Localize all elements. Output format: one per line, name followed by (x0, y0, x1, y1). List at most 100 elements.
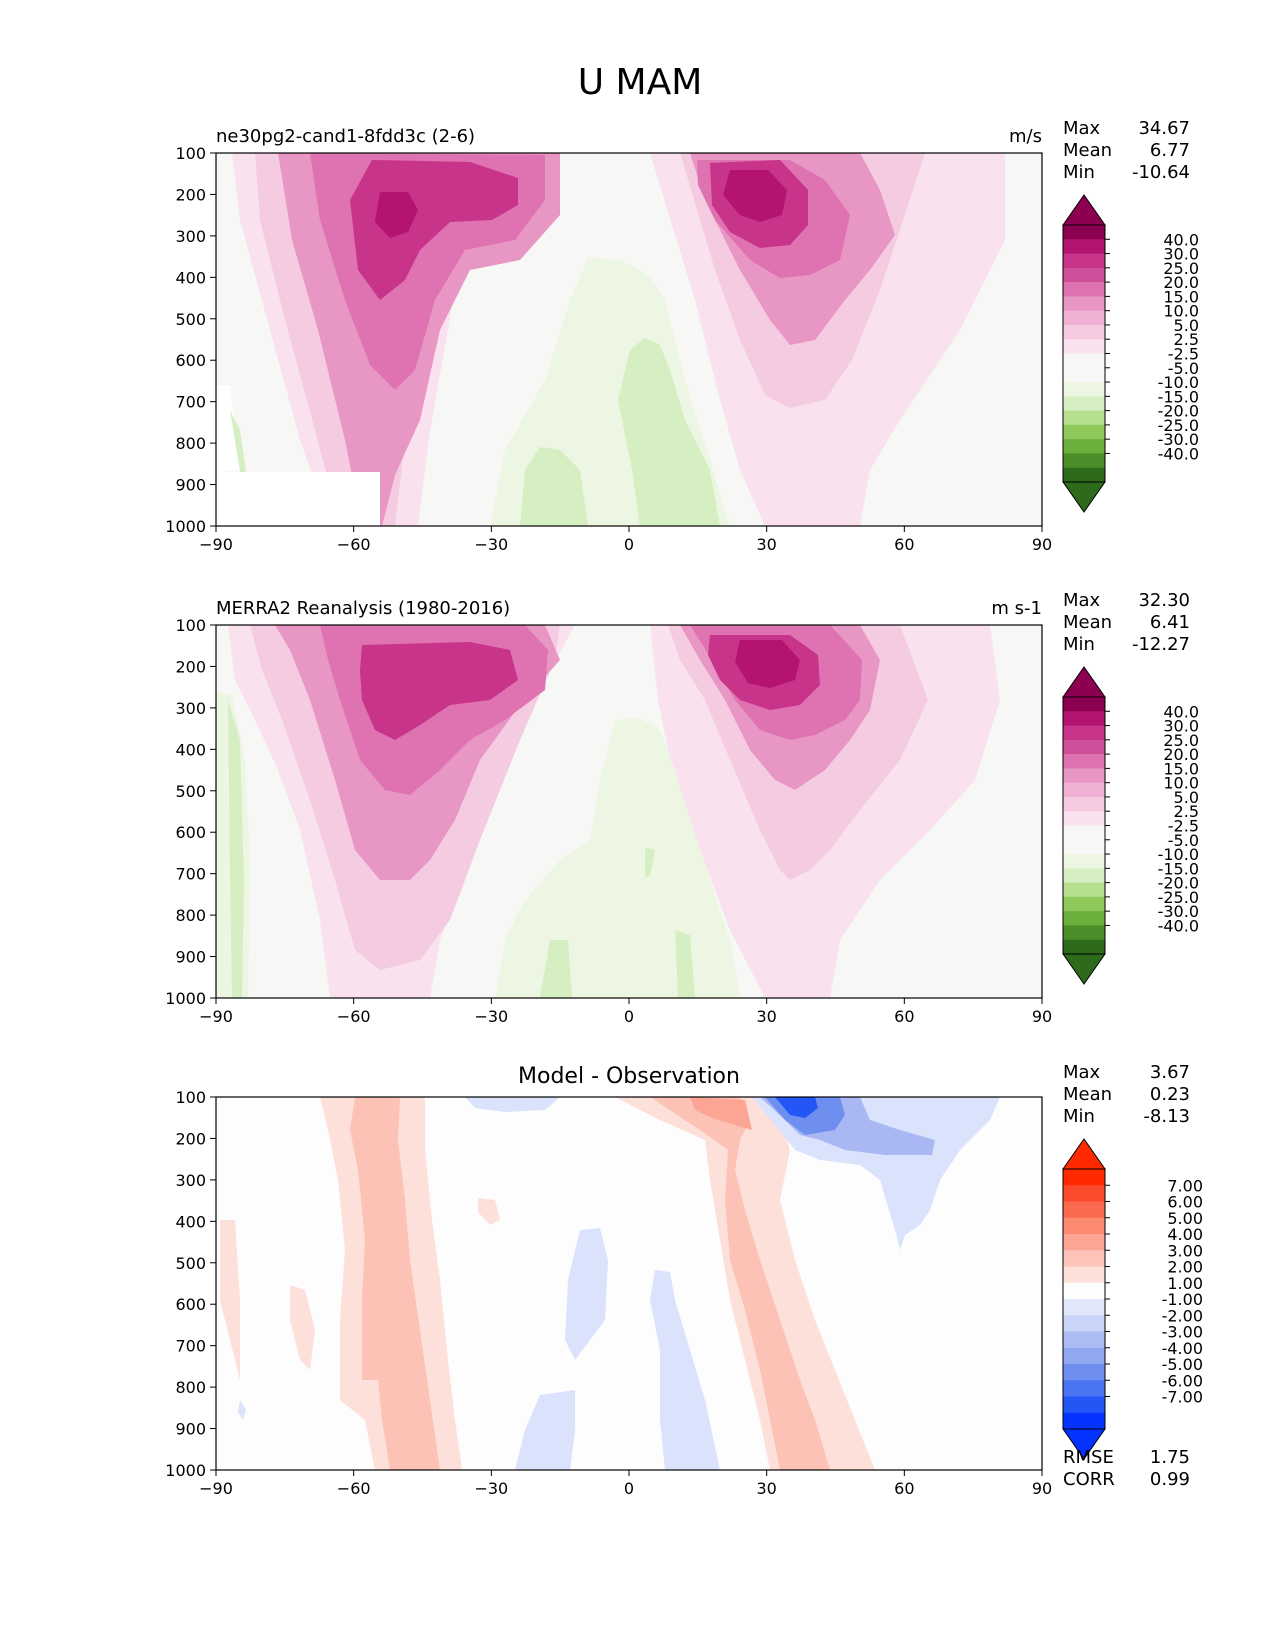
colorbar-segment (1063, 811, 1105, 827)
colorbar-label: -4.00 (1162, 1339, 1203, 1358)
colorbar-extend-min (1062, 953, 1106, 985)
x-tick-label: −90 (199, 1007, 233, 1026)
high-lat-easterly (230, 410, 246, 472)
colorbar-label: -40.0 (1158, 916, 1199, 935)
x-tick-label: 90 (1032, 1007, 1052, 1026)
panel-obs-y-axis: 100 200 300 400 500 600 700 800 900 1000 (165, 616, 216, 1008)
panel-diff-field (216, 1097, 1042, 1470)
stat-value: -10.64 (1132, 162, 1190, 183)
y-tick-label: 100 (175, 144, 206, 163)
topography-mask (216, 472, 380, 526)
subtropical-negative-3 (515, 1390, 575, 1470)
x-tick-label: 30 (756, 535, 776, 554)
colorbar-label: 2.5 (1174, 330, 1199, 349)
colorbar-label: -10.0 (1158, 845, 1199, 864)
colorbar-extend-max (1062, 1138, 1106, 1170)
colorbar-extend-min (1062, 481, 1106, 513)
x-tick-label: 90 (1032, 1479, 1052, 1498)
colorbar-segment (1063, 1250, 1105, 1268)
stat-value: -12.27 (1132, 634, 1190, 655)
stat-label: Min (1063, 1106, 1095, 1127)
stat-label: Mean (1063, 1084, 1112, 1105)
panel-diff-metrics: RMSE 1.75 CORR 0.99 (1063, 1447, 1190, 1490)
metric-label: CORR (1063, 1469, 1115, 1490)
colorbar-segment (1063, 882, 1105, 898)
colorbar-segment (1063, 1364, 1105, 1381)
x-tick-label: −90 (199, 1479, 233, 1498)
colorbar-segment (1063, 825, 1105, 841)
x-tick-label: 90 (1032, 535, 1052, 554)
x-tick-label: 30 (756, 1007, 776, 1026)
colorbar-segment (1063, 1234, 1105, 1251)
colorbar-label: -2.00 (1162, 1306, 1203, 1325)
y-tick-label: 300 (175, 227, 206, 246)
panel-model-x-axis: −90 −60 −30 0 30 60 90 (199, 526, 1052, 554)
colorbar-segment (1063, 267, 1105, 283)
y-tick-label: 100 (175, 1088, 206, 1107)
colorbar-label: -1.00 (1162, 1290, 1203, 1309)
stat-value: 34.67 (1138, 118, 1190, 139)
panel-model-y-axis: 100 200 300 400 500 600 700 800 900 1000 (165, 144, 216, 536)
tropical-easterly-level-2b (675, 930, 695, 998)
y-tick-label: 600 (175, 823, 206, 842)
colorbar-extend-max (1062, 194, 1106, 226)
colorbar-label: 5.0 (1174, 788, 1199, 807)
stat-label: Min (1063, 634, 1095, 655)
colorbar-segment (1063, 854, 1105, 869)
colorbar-label: -5.0 (1168, 359, 1199, 378)
y-tick-label: 600 (175, 351, 206, 370)
stat-value: 0.23 (1150, 1084, 1190, 1105)
stat-value: 32.30 (1138, 590, 1190, 611)
panel-diff-stats: Max 3.67 Mean 0.23 Min -8.13 (1063, 1062, 1190, 1127)
x-tick-label: 0 (624, 535, 634, 554)
sh-jet-core (375, 192, 418, 238)
colorbar-segment (1063, 324, 1105, 340)
sh-positive-level-2 (350, 1097, 440, 1470)
colorbar-segment (1063, 839, 1105, 855)
y-tick-label: 200 (175, 1129, 206, 1148)
colorbar-segment (1063, 310, 1105, 326)
colorbar-label: -20.0 (1158, 874, 1199, 893)
colorbar-label: 3.00 (1167, 1241, 1203, 1260)
colorbar-segment (1063, 467, 1105, 483)
y-tick-label: 800 (175, 906, 206, 925)
colorbar-label: 10.0 (1163, 774, 1199, 793)
colorbar-segment (1063, 796, 1105, 812)
x-tick-label: −30 (474, 1479, 508, 1498)
x-tick-label: −30 (474, 535, 508, 554)
colorbar-label: -2.5 (1168, 817, 1199, 836)
colorbar-segment (1063, 353, 1105, 369)
colorbar-label: -5.0 (1168, 831, 1199, 850)
tropical-easterly-level-3 (520, 447, 588, 526)
colorbar-segment (1063, 439, 1105, 455)
colorbar-segment (1063, 1201, 1105, 1219)
colorbar-segment (1063, 754, 1105, 769)
metric-value: 1.75 (1150, 1447, 1190, 1468)
colorbar-segment (1063, 1217, 1105, 1235)
stat-value: 6.77 (1150, 140, 1190, 161)
panel-diff-y-axis: 100 200 300 400 500 600 700 800 900 1000 (165, 1088, 216, 1480)
panel-obs-units: m s-1 (991, 598, 1042, 619)
x-tick-label: 60 (894, 535, 914, 554)
antarctic-mask (216, 385, 240, 472)
colorbar-segment (1063, 925, 1105, 941)
colorbar-segment (1063, 453, 1105, 469)
colorbar-label: 20.0 (1163, 745, 1199, 764)
y-tick-label: 300 (175, 1171, 206, 1190)
colorbar-segment (1063, 296, 1105, 312)
colorbar-label: -7.00 (1162, 1388, 1203, 1407)
colorbar-label: 4.00 (1167, 1225, 1203, 1244)
colorbar-label: 30.0 (1163, 717, 1199, 736)
stat-label: Mean (1063, 612, 1112, 633)
y-tick-label: 500 (175, 1254, 206, 1273)
colorbar-segment (1063, 939, 1105, 955)
panel-obs: MERRA2 Reanalysis (1980-2016) m s-1 (165, 590, 1199, 1026)
colorbar-label: -5.00 (1162, 1355, 1203, 1374)
x-tick-label: −60 (337, 535, 371, 554)
colorbar-label: -2.5 (1168, 345, 1199, 364)
colorbar-label: -6.00 (1162, 1371, 1203, 1390)
panel-diff-colorbar: 7.006.005.004.003.002.001.00-1.00-2.00-3… (1062, 1138, 1203, 1460)
colorbar-segment (1063, 1266, 1105, 1284)
colorbar-segment (1063, 711, 1105, 727)
